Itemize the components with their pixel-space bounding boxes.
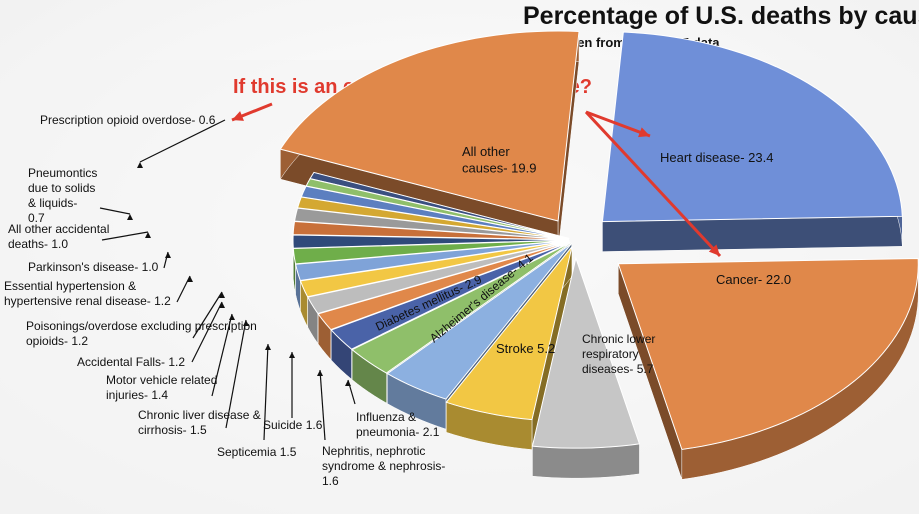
leader-arrowhead	[137, 162, 143, 168]
leader-arrowhead	[219, 292, 225, 298]
leader-arrowhead	[289, 352, 295, 358]
slice-label: Cancer- 22.0	[716, 272, 791, 287]
leader-line	[139, 119, 226, 163]
slice-label: Poisonings/overdose excluding prescripti…	[26, 319, 257, 348]
slice-label: Influenza & pneumonia- 2.1	[356, 410, 440, 439]
pie-slice	[617, 257, 919, 480]
leader-line	[191, 301, 223, 363]
slice-label: Motor vehicle related injuries- 1.4	[106, 373, 217, 402]
leader-arrowhead	[265, 344, 271, 350]
leader-line	[192, 291, 223, 339]
leader-arrowhead	[165, 252, 171, 258]
slice-label: Parkinson's disease- 1.0	[28, 260, 159, 274]
callout-arrow	[584, 110, 722, 258]
leader-line	[319, 369, 326, 441]
callout-arrowhead	[232, 111, 244, 121]
leader-arrowhead	[345, 380, 351, 386]
callout-arrowhead	[708, 244, 720, 256]
leader-line	[99, 207, 131, 215]
leader-arrowhead	[127, 214, 133, 220]
leader-line	[101, 231, 149, 241]
leader-line	[211, 313, 233, 397]
callout-arrow	[585, 110, 651, 138]
leader-line	[225, 319, 247, 429]
slice-label: Accidental Falls- 1.2	[77, 355, 185, 369]
chart-title: Percentage of U.S. deaths by cause	[523, 2, 919, 30]
slice-label: Chronic lower respiratory diseases- 5.7	[582, 332, 655, 376]
leader-arrowhead	[229, 314, 235, 320]
leader-line	[263, 343, 269, 441]
pie-slice	[531, 256, 641, 479]
leader-arrowhead	[219, 302, 225, 308]
slice-label: Prescription opioid overdose- 0.6	[40, 113, 216, 127]
leader-arrowhead	[187, 276, 193, 282]
slice-label: Essential hypertension & hypertensive ren…	[4, 279, 171, 308]
slice-label: Stroke 5.2	[496, 341, 555, 356]
slice-label: Nephritis, nephrotic syndrome & nephrosis…	[322, 444, 445, 488]
slice-label: All other accidental deaths- 1.0	[8, 222, 109, 251]
leader-arrowhead	[317, 370, 323, 376]
slice-label: Septicemia 1.5	[217, 445, 297, 459]
slice-label: Pneumontics due to solids & liquids-0.7	[28, 166, 97, 225]
pie-slice	[601, 31, 903, 252]
slice-label: All other causes- 19.9	[462, 144, 536, 175]
callout-arrowhead	[638, 127, 650, 138]
leader-arrowhead	[243, 320, 249, 326]
leader-arrowhead	[145, 232, 151, 238]
slice-label: Suicide 1.6	[263, 418, 323, 432]
slice-label: Heart disease- 23.4	[660, 150, 773, 165]
slice-label: Chronic liver disease & cirrhosis- 1.5	[138, 408, 261, 437]
pie-slice	[445, 245, 573, 450]
